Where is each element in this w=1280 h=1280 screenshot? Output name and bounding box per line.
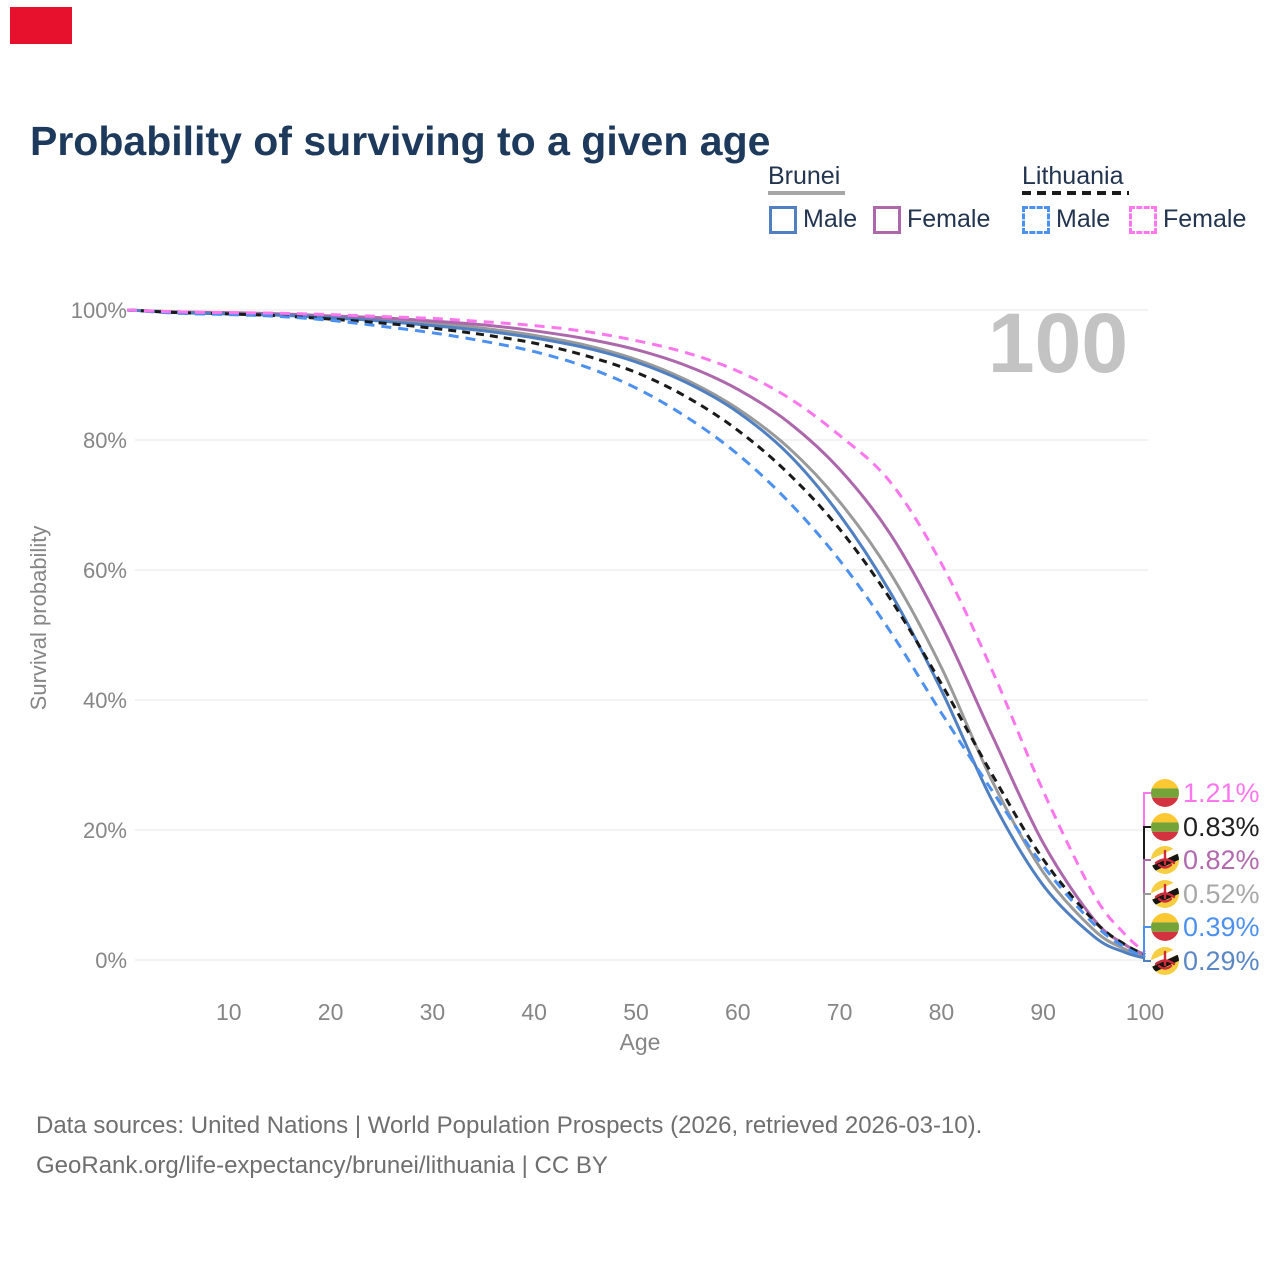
legend-item-brunei-male[interactable]: Male: [769, 205, 857, 234]
curve-brunei-male: [126, 308, 1146, 960]
flag-icon-brunei: [1151, 947, 1179, 975]
end-label-brunei-female: 0.82%: [1183, 845, 1260, 875]
legend-group-lithuania[interactable]: Lithuania: [1022, 162, 1124, 190]
x-tick-label: 20: [318, 999, 344, 1025]
swatch-brunei-male: [769, 205, 797, 234]
end-label-connector: [1143, 826, 1151, 955]
flag-icon-lithuania: [1151, 813, 1179, 841]
y-tick-label: 40%: [83, 688, 127, 713]
legend-item-lithuania-female[interactable]: Female: [1129, 205, 1246, 234]
legend: Brunei Male Female Lithuania Male Female: [0, 160, 1280, 250]
swatch-lithuania-female: [1129, 205, 1157, 234]
y-tick-label: 100%: [71, 298, 127, 323]
end-label-connector: [1143, 958, 1151, 962]
end-label-lithuania-female: 1.21%: [1183, 778, 1260, 808]
end-label-connector: [1143, 893, 1151, 957]
y-tick-label: 80%: [83, 428, 127, 453]
page-title: Probability of surviving to a given age: [30, 118, 771, 165]
curve-lithuania-male: [126, 308, 1146, 959]
curve-brunei-total: [126, 308, 1146, 959]
end-label-connector: [1143, 859, 1151, 955]
x-tick-label: 50: [623, 999, 649, 1025]
red-corner-marker: [10, 7, 72, 44]
legend-underline-brunei: [768, 191, 845, 195]
flag-icon-lithuania: [1151, 779, 1179, 807]
x-tick-label: 80: [929, 999, 955, 1025]
brunei-crest: [1154, 849, 1176, 869]
x-tick-label: 60: [725, 999, 751, 1025]
footer-line-1: Data sources: United Nations | World Pop…: [36, 1112, 983, 1139]
watermark-age-100: 100: [988, 296, 1128, 390]
flag-icon-lithuania: [1151, 913, 1179, 941]
swatch-brunei-female: [873, 205, 901, 234]
y-tick-label: 60%: [83, 558, 127, 583]
y-tick-label: 20%: [83, 818, 127, 843]
y-axis-title: Survival probability: [26, 526, 51, 711]
brunei-crest: [1154, 950, 1176, 970]
legend-label: Male: [803, 205, 858, 233]
x-tick-label: 30: [420, 999, 446, 1025]
curve-lithuania-total: [126, 308, 1146, 956]
x-tick-label: 40: [521, 999, 547, 1025]
survival-chart: 100 0% 20% 40% 60% 80% 100% 10 20 30 40 50 60 70 80 90 1…: [26, 296, 1260, 1055]
legend-label: Female: [1163, 205, 1247, 233]
end-label-brunei-male: 0.29%: [1183, 946, 1260, 976]
y-tick-label: 0%: [95, 948, 127, 973]
legend-item-lithuania-male[interactable]: Male: [1022, 205, 1110, 234]
data-sources-note: Data sources: United Nations | World Pop…: [36, 1106, 982, 1186]
legend-label: Female: [907, 205, 991, 233]
legend-label: Male: [1056, 205, 1111, 233]
x-tick-label: 10: [216, 999, 242, 1025]
curve-lithuania-female: [126, 308, 1146, 954]
flag-icon-brunei: [1151, 846, 1179, 874]
legend-group-brunei[interactable]: Brunei: [768, 162, 841, 190]
x-tick-label: 70: [827, 999, 853, 1025]
footer-line-2: GeoRank.org/life-expectancy/brunei/lithu…: [36, 1152, 608, 1179]
end-label-brunei-total: 0.52%: [1183, 879, 1260, 909]
legend-underline-lithuania: [1022, 191, 1129, 195]
end-label-connector: [1143, 792, 1151, 953]
brunei-crest: [1154, 883, 1176, 903]
curve-brunei-female: [126, 308, 1146, 957]
x-axis-title: Age: [620, 1029, 661, 1055]
end-label-connector: [1143, 926, 1151, 958]
end-label-lithuania-total: 0.83%: [1183, 812, 1260, 842]
end-label-lithuania-male: 0.39%: [1183, 912, 1260, 942]
x-tick-label: 90: [1030, 999, 1056, 1025]
flag-icon-brunei: [1151, 880, 1179, 908]
x-tick-label: 100: [1126, 999, 1164, 1025]
legend-item-brunei-female[interactable]: Female: [873, 205, 990, 234]
swatch-lithuania-male: [1022, 205, 1050, 234]
